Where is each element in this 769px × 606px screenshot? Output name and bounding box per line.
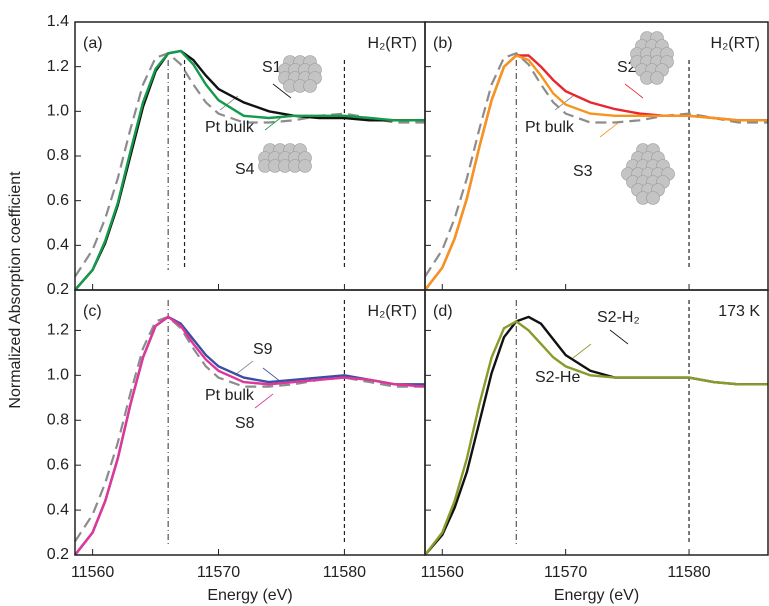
- series-label: S9: [253, 341, 273, 358]
- series-label: S4: [235, 161, 255, 178]
- y-tick-label: 0.6: [47, 456, 69, 473]
- panel-label: (d): [433, 303, 453, 320]
- series-line: [424, 315, 768, 556]
- x-tick-label: 11580: [667, 564, 710, 581]
- series-line: [74, 315, 426, 556]
- y-tick-label: 1.4: [47, 13, 69, 30]
- y-tick-label: 0.2: [47, 546, 69, 563]
- series-label: S2-H₂: [597, 309, 640, 326]
- x-tick-label: 11570: [197, 564, 240, 581]
- nanoparticle-atom: [646, 191, 660, 205]
- x-tick-label: 11560: [421, 564, 464, 581]
- panel-label: (a): [83, 35, 103, 52]
- x-axis-label: Energy (eV): [554, 587, 639, 604]
- y-tick-label: 0.6: [47, 192, 69, 209]
- y-axis-label: Normalized Absorption coefficient: [7, 171, 24, 409]
- x-tick-label: 11570: [544, 564, 587, 581]
- series-line: [424, 52, 768, 278]
- series-label: Pt bulk: [205, 119, 255, 136]
- label-leader: [599, 122, 619, 138]
- y-tick-label: 1.0: [47, 367, 69, 384]
- condition-label: H₂(RT): [368, 303, 417, 320]
- panel-label: (b): [433, 35, 453, 52]
- condition-label: H₂(RT): [368, 35, 417, 52]
- series-line: [424, 319, 768, 556]
- y-tick-label: 0.4: [47, 237, 69, 254]
- y-tick-label: 1.2: [47, 58, 69, 75]
- series-label: S1: [262, 59, 282, 76]
- label-leader: [262, 367, 282, 383]
- series-line: [74, 315, 425, 556]
- x-tick-label: 11580: [323, 564, 366, 581]
- y-tick-label: 1.2: [47, 322, 69, 339]
- y-tick-label: 0.2: [47, 281, 69, 298]
- label-leader: [609, 329, 629, 345]
- series-line: [424, 54, 768, 291]
- panel-label: (c): [83, 303, 102, 320]
- series-label: Pt bulk: [205, 387, 255, 404]
- y-tick-label: 0.4: [47, 501, 69, 518]
- panel-frame: [424, 289, 769, 556]
- x-axis-label: Energy (eV): [207, 587, 292, 604]
- label-leader: [264, 115, 284, 131]
- x-tick-label: 11560: [71, 564, 114, 581]
- y-tick-label: 0.8: [47, 411, 69, 428]
- condition-label: 173 K: [718, 303, 760, 320]
- series-label: Pt bulk: [525, 119, 575, 136]
- series-label: S8: [235, 415, 255, 432]
- nanoparticle-atom: [303, 79, 317, 93]
- y-tick-label: 0.8: [47, 147, 69, 164]
- series-line: [74, 52, 425, 278]
- label-leader: [624, 83, 644, 99]
- condition-label: H₂(RT): [711, 35, 760, 52]
- label-leader: [234, 360, 254, 376]
- y-tick-label: 1.0: [47, 103, 69, 120]
- panel-frame: [74, 21, 426, 291]
- series-label: S3: [573, 163, 593, 180]
- label-leader: [254, 393, 274, 409]
- nanoparticle-atom: [650, 71, 664, 85]
- series-line: [74, 49, 425, 291]
- series-line: [424, 54, 768, 291]
- series-label: S2-He: [535, 369, 580, 386]
- nanoparticle-atom: [298, 159, 312, 173]
- label-leader: [272, 83, 292, 99]
- label-leader: [572, 343, 592, 359]
